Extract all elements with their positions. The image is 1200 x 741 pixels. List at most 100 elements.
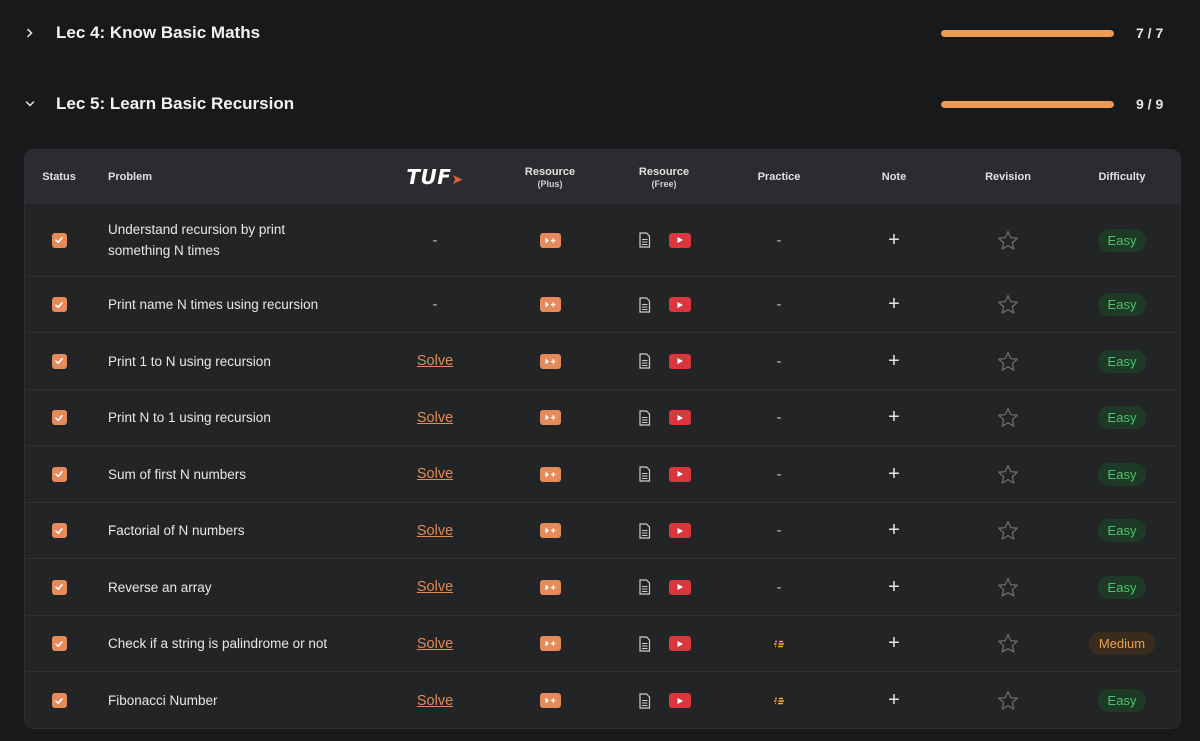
- solve-link[interactable]: Solve: [416, 692, 454, 709]
- resource-free-cell: [624, 672, 704, 728]
- chevron-right-icon[interactable]: [22, 25, 38, 41]
- solve-link[interactable]: Solve: [416, 635, 454, 652]
- plus-video-icon[interactable]: [539, 232, 561, 248]
- youtube-icon[interactable]: [668, 523, 691, 538]
- youtube-icon[interactable]: [668, 693, 691, 708]
- plus-video-icon[interactable]: [539, 297, 561, 312]
- youtube-icon[interactable]: [668, 232, 691, 248]
- solve-link[interactable]: Solve: [416, 466, 454, 482]
- plus-video-icon[interactable]: [539, 523, 561, 538]
- youtube-icon[interactable]: [668, 410, 691, 425]
- tuf-cell: Solve: [395, 333, 475, 389]
- problem-title[interactable]: Check if a string is palindrome or not: [108, 636, 328, 651]
- tuf-cell: Solve: [395, 446, 475, 502]
- tuf-cell: -: [395, 277, 475, 332]
- practice-platform-icon[interactable]: [770, 635, 788, 653]
- plus-video-icon[interactable]: [539, 693, 561, 708]
- article-icon[interactable]: [638, 579, 651, 595]
- completed-checkbox[interactable]: [51, 353, 67, 369]
- completed-checkbox[interactable]: [51, 410, 67, 425]
- problem-title[interactable]: Print name N times using recursion: [108, 297, 319, 312]
- completed-checkbox[interactable]: [51, 693, 67, 708]
- article-icon[interactable]: [638, 296, 651, 313]
- problem-title[interactable]: Sum of first N numbers: [108, 466, 247, 482]
- note-cell: +: [854, 204, 934, 276]
- article-icon[interactable]: [638, 692, 651, 709]
- problem-title[interactable]: Factorial of N numbers: [108, 523, 245, 538]
- youtube-icon[interactable]: [668, 636, 691, 651]
- resource-free-cell: [624, 204, 704, 276]
- completed-checkbox[interactable]: [51, 636, 67, 651]
- note-cell: +: [854, 277, 934, 332]
- completed-checkbox[interactable]: [51, 297, 67, 312]
- youtube-icon[interactable]: [668, 297, 691, 312]
- resource-plus-cell: [510, 559, 590, 615]
- problem-title[interactable]: Fibonacci Number: [108, 693, 218, 708]
- youtube-icon[interactable]: [668, 353, 691, 369]
- lecture-header-lec5[interactable]: Lec 5: Learn Basic Recursion 9 / 9: [0, 84, 1200, 124]
- difficulty-badge: Medium: [1088, 632, 1156, 655]
- plus-video-icon[interactable]: [539, 579, 561, 595]
- difficulty-badge: Easy: [1097, 406, 1147, 429]
- add-note-icon[interactable]: +: [888, 293, 900, 315]
- plus-video-icon[interactable]: [539, 410, 561, 425]
- difficulty-badge: Easy: [1097, 689, 1147, 712]
- star-icon[interactable]: [997, 294, 1019, 315]
- add-note-icon[interactable]: +: [888, 689, 900, 711]
- add-note-icon[interactable]: +: [888, 228, 900, 251]
- youtube-icon[interactable]: [668, 466, 691, 482]
- add-note-icon[interactable]: +: [888, 406, 900, 428]
- add-note-icon[interactable]: +: [888, 519, 900, 541]
- star-icon[interactable]: [997, 407, 1019, 428]
- article-icon[interactable]: [638, 232, 651, 248]
- problem-title[interactable]: Understand recursion by print something …: [108, 222, 286, 258]
- solve-link[interactable]: Solve: [416, 409, 454, 426]
- difficulty-badge: Easy: [1097, 293, 1147, 316]
- add-note-icon[interactable]: +: [888, 575, 900, 598]
- add-note-icon[interactable]: +: [888, 632, 900, 654]
- problem-title[interactable]: Print N to 1 using recursion: [108, 410, 271, 425]
- completed-checkbox[interactable]: [51, 466, 67, 482]
- difficulty-cell: Easy: [1082, 277, 1162, 332]
- practice-platform-icon[interactable]: [770, 692, 788, 710]
- star-icon[interactable]: [997, 464, 1019, 485]
- solve-link[interactable]: Solve: [416, 353, 454, 369]
- practice-empty: -: [776, 296, 782, 313]
- star-icon[interactable]: [997, 577, 1019, 598]
- header-note: Note: [854, 150, 934, 204]
- header-difficulty-label: Difficulty: [1098, 171, 1146, 183]
- completed-checkbox[interactable]: [51, 523, 67, 538]
- star-icon[interactable]: [997, 633, 1019, 654]
- tuf-cell: -: [395, 204, 475, 276]
- practice-empty: -: [776, 231, 782, 249]
- tuf-empty: -: [432, 296, 438, 313]
- chevron-down-icon[interactable]: [22, 96, 38, 112]
- plus-video-icon[interactable]: [539, 353, 561, 369]
- solve-link[interactable]: Solve: [416, 579, 454, 595]
- plus-video-icon[interactable]: [539, 466, 561, 482]
- problem-title[interactable]: Reverse an array: [108, 579, 212, 595]
- article-icon[interactable]: [638, 522, 651, 539]
- lecture-header-lec4[interactable]: Lec 4: Know Basic Maths 7 / 7: [0, 13, 1200, 53]
- article-icon[interactable]: [638, 635, 651, 652]
- completed-checkbox[interactable]: [51, 579, 67, 595]
- problem-title[interactable]: Print 1 to N using recursion: [108, 353, 271, 369]
- article-icon[interactable]: [638, 466, 651, 482]
- tuf-cell: Solve: [395, 616, 475, 671]
- solve-link[interactable]: Solve: [416, 522, 454, 539]
- star-icon[interactable]: [997, 690, 1019, 711]
- plus-video-icon[interactable]: [539, 636, 561, 651]
- add-note-icon[interactable]: +: [888, 462, 900, 485]
- tuf-logo: TUF➤: [406, 165, 464, 189]
- star-icon[interactable]: [997, 351, 1019, 372]
- add-note-icon[interactable]: +: [888, 349, 900, 372]
- resource-plus-cell: [510, 446, 590, 502]
- progress-count: 9 / 9: [1136, 96, 1164, 112]
- article-icon[interactable]: [638, 409, 651, 426]
- star-icon[interactable]: [997, 230, 1019, 251]
- completed-checkbox[interactable]: [51, 232, 67, 248]
- star-icon[interactable]: [997, 520, 1019, 541]
- article-icon[interactable]: [638, 353, 651, 369]
- progress-count: 7 / 7: [1136, 25, 1164, 41]
- youtube-icon[interactable]: [668, 579, 691, 595]
